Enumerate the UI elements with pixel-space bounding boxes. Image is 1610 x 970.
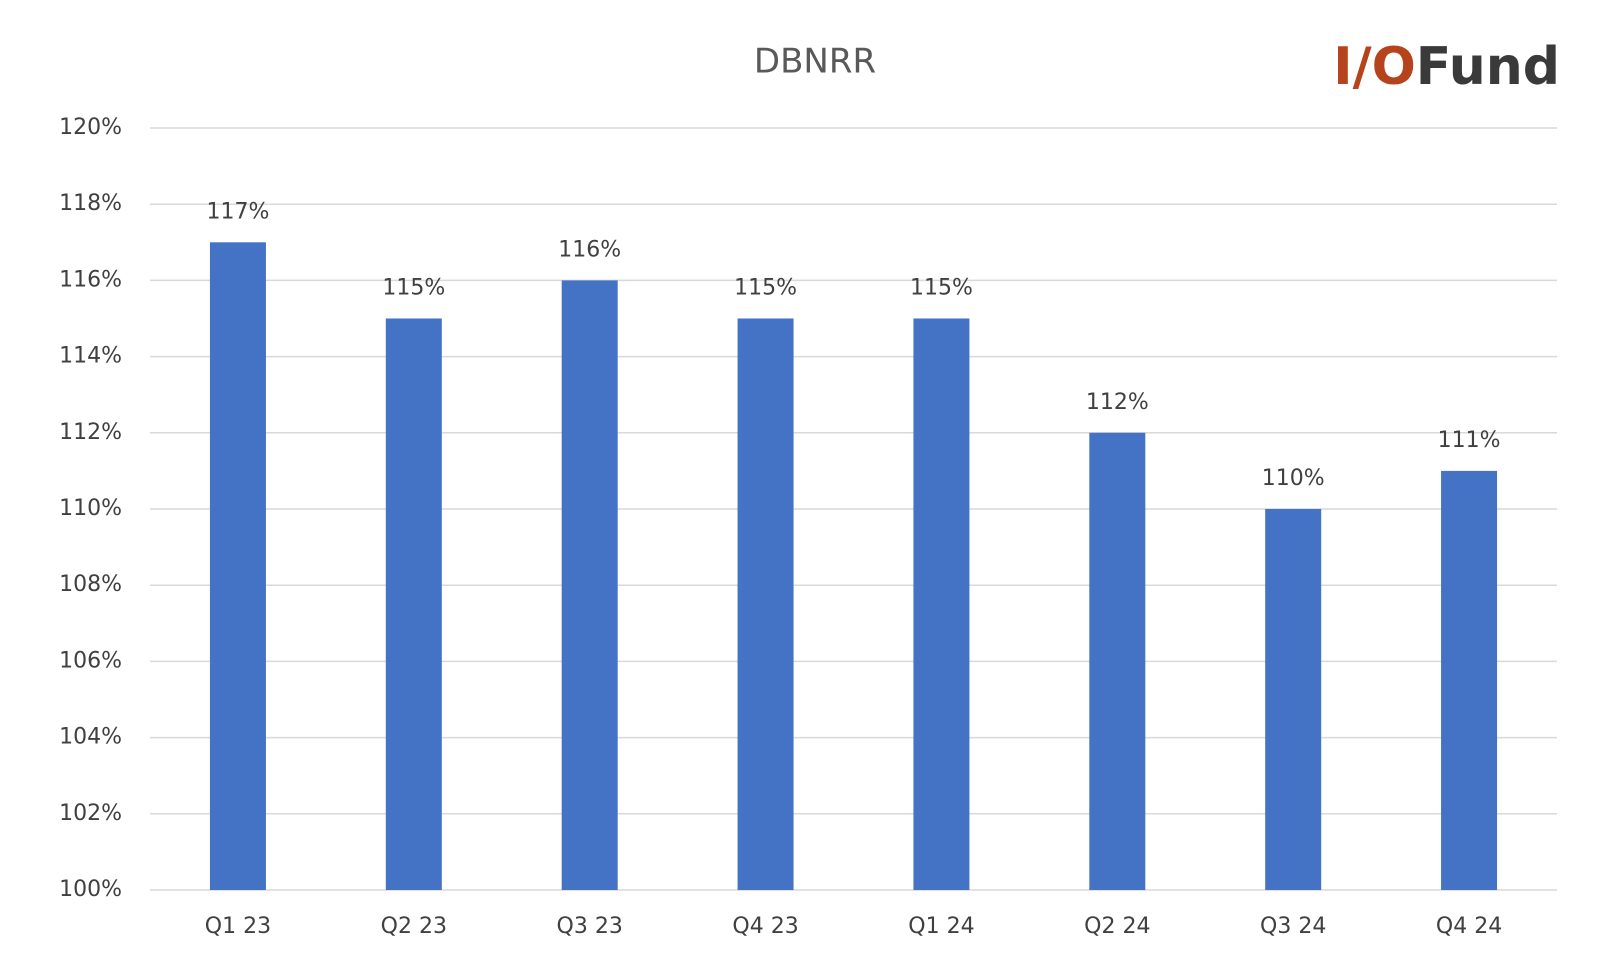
y-tick-label: 100%	[59, 877, 122, 902]
y-tick-label: 116%	[59, 267, 122, 292]
y-tick-label: 112%	[59, 420, 122, 445]
bar	[913, 318, 970, 890]
y-tick-label: 110%	[59, 496, 122, 521]
y-tick-label: 114%	[59, 344, 122, 369]
x-tick-label: Q4 23	[732, 914, 798, 939]
y-tick-label: 106%	[59, 648, 122, 673]
bar	[1441, 470, 1498, 890]
bar	[561, 280, 618, 890]
logo-suffix: Fund	[1416, 37, 1560, 97]
chart-title: DBNRR	[754, 42, 876, 82]
value-label: 112%	[1086, 390, 1149, 415]
value-label: 110%	[1262, 466, 1325, 491]
value-label: 115%	[734, 276, 797, 301]
logo: I/OFund	[1333, 37, 1560, 97]
bar	[385, 318, 442, 890]
value-label: 111%	[1438, 428, 1501, 453]
y-tick-label: 102%	[59, 801, 122, 826]
value-label: 116%	[558, 237, 621, 262]
value-label: 117%	[206, 199, 269, 224]
x-tick-label: Q3 23	[557, 914, 623, 939]
value-label: 115%	[910, 276, 973, 301]
value-label: 115%	[382, 276, 445, 301]
x-tick-label: Q2 24	[1084, 914, 1150, 939]
y-tick-label: 104%	[59, 725, 122, 750]
x-tick-label: Q1 23	[205, 914, 271, 939]
x-tick-label: Q4 24	[1436, 914, 1502, 939]
x-tick-label: Q1 24	[908, 914, 974, 939]
y-tick-label: 108%	[59, 572, 122, 597]
bar	[737, 318, 794, 890]
bar	[1089, 432, 1146, 890]
y-tick-label: 118%	[59, 191, 122, 216]
x-tick-label: Q3 24	[1260, 914, 1326, 939]
x-tick-label: Q2 23	[381, 914, 447, 939]
logo-prefix: I/O	[1333, 37, 1416, 97]
bar	[209, 242, 266, 891]
y-tick-label: 120%	[59, 115, 122, 140]
bar	[1265, 509, 1322, 890]
